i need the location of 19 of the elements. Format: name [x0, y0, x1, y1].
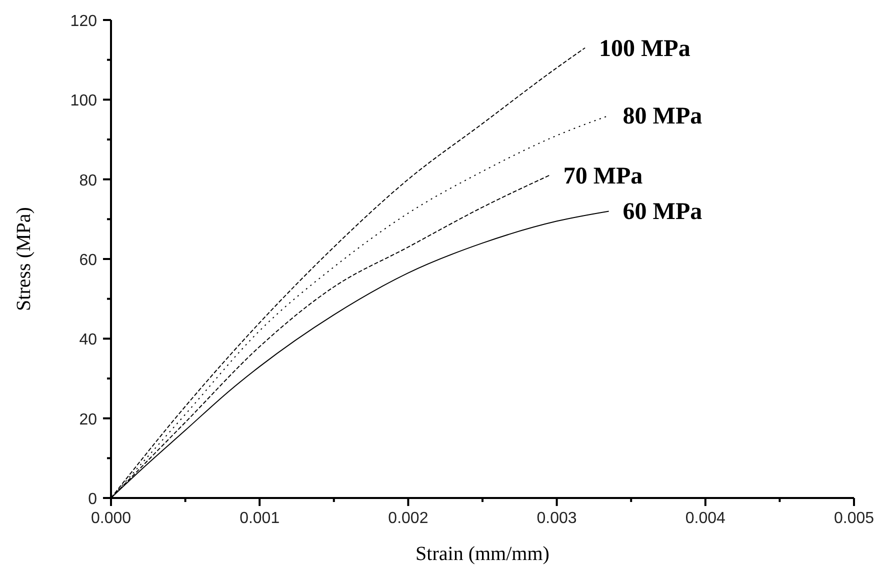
y-axis-title: Stress (MPa): [13, 207, 35, 311]
y-tick-label: 120: [70, 13, 98, 30]
series-label: 100 MPa: [599, 36, 690, 62]
x-tick-label: 0.004: [685, 510, 726, 527]
x-tick-label: 0.000: [90, 510, 132, 527]
x-tick-label: 0.002: [388, 510, 428, 527]
series-label: 80 MPa: [622, 104, 702, 130]
x-tick-label: 0.001: [240, 510, 280, 527]
x-tick-label: 0.005: [834, 510, 874, 527]
series-label: 60 MPa: [622, 199, 702, 226]
x-tick-label: 0.003: [536, 510, 577, 527]
y-tick-label: 100: [70, 92, 98, 110]
y-tick-label: 60: [79, 252, 98, 269]
series-label: 70 MPa: [563, 163, 643, 190]
y-tick-label: 20: [79, 411, 98, 428]
x-axis-title: Strain (mm/mm): [416, 543, 550, 565]
y-tick-label: 80: [79, 172, 98, 190]
y-tick-label: 40: [79, 332, 98, 349]
y-tick-label: 0: [88, 491, 98, 508]
